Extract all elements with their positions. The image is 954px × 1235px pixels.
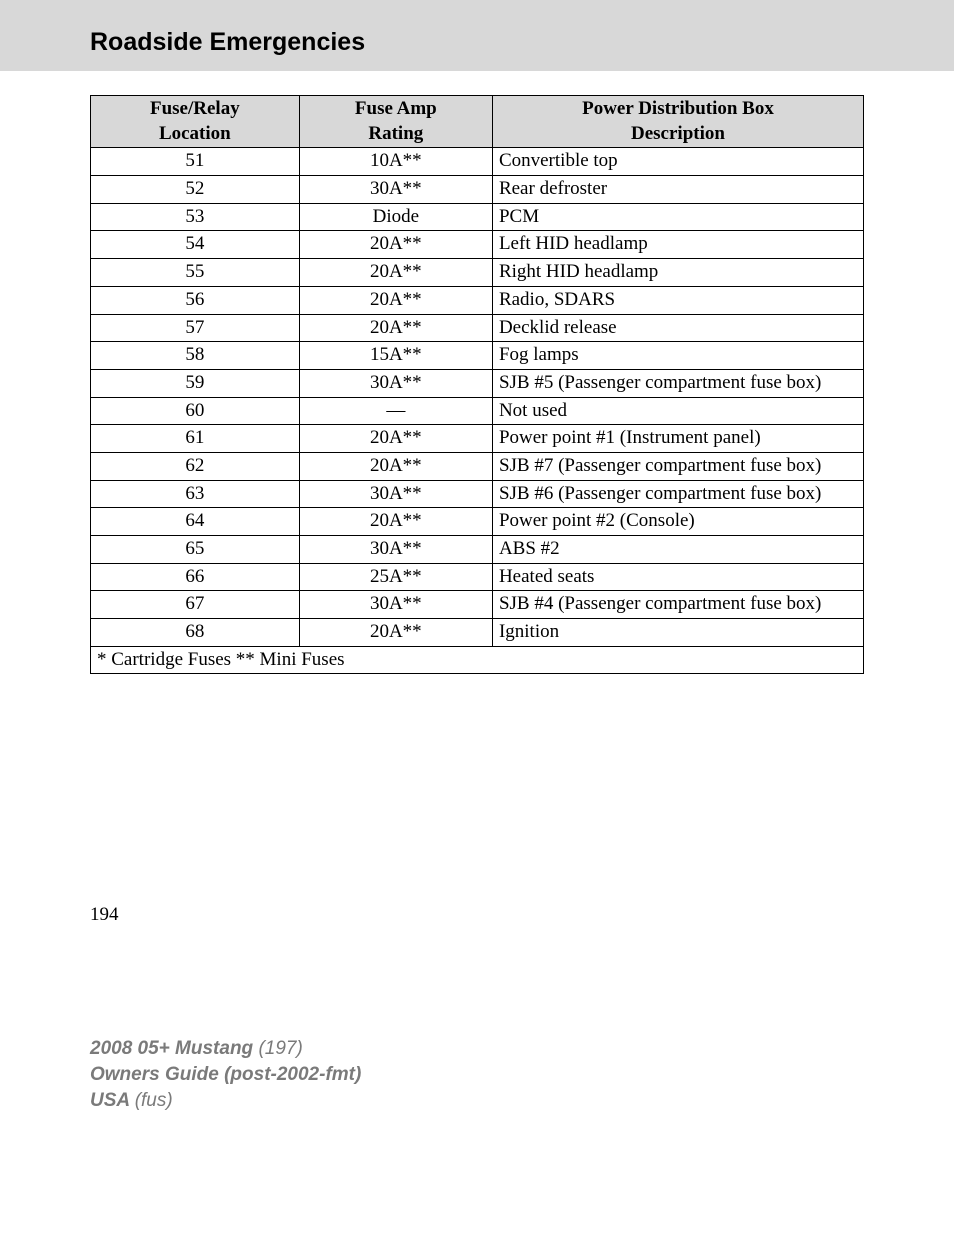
cell-amp: 30A** bbox=[299, 536, 492, 564]
cell-amp: 20A** bbox=[299, 286, 492, 314]
cell-location: 52 bbox=[91, 176, 300, 204]
col-header-line: Rating bbox=[368, 123, 423, 144]
cell-amp: 20A** bbox=[299, 452, 492, 480]
cell-location: 64 bbox=[91, 508, 300, 536]
cell-amp: — bbox=[299, 397, 492, 425]
cell-location: 58 bbox=[91, 342, 300, 370]
col-header-line: Location bbox=[159, 123, 231, 144]
table-header-row: Fuse/Relay Location Fuse Amp Rating Powe… bbox=[91, 96, 864, 148]
table-row: 5815A**Fog lamps bbox=[91, 342, 864, 370]
cell-amp: 15A** bbox=[299, 342, 492, 370]
cell-description: Power point #2 (Console) bbox=[492, 508, 863, 536]
table-row: 6820A**Ignition bbox=[91, 619, 864, 647]
table-footnote-row: * Cartridge Fuses ** Mini Fuses bbox=[91, 646, 864, 674]
cell-description: Radio, SDARS bbox=[492, 286, 863, 314]
cell-description: Heated seats bbox=[492, 563, 863, 591]
table-row: 5110A**Convertible top bbox=[91, 148, 864, 176]
cell-amp: 25A** bbox=[299, 563, 492, 591]
table-footnote: * Cartridge Fuses ** Mini Fuses bbox=[91, 646, 864, 674]
table-row: 6220A**SJB #7 (Passenger compartment fus… bbox=[91, 452, 864, 480]
table-row: 6120A**Power point #1 (Instrument panel) bbox=[91, 425, 864, 453]
table-row: 6625A**Heated seats bbox=[91, 563, 864, 591]
cell-description: Left HID headlamp bbox=[492, 231, 863, 259]
col-header-line: Power Distribution Box bbox=[582, 98, 774, 119]
cell-amp: 20A** bbox=[299, 231, 492, 259]
cell-amp: 30A** bbox=[299, 480, 492, 508]
cell-description: Not used bbox=[492, 397, 863, 425]
cell-location: 65 bbox=[91, 536, 300, 564]
cell-location: 67 bbox=[91, 591, 300, 619]
cell-location: 61 bbox=[91, 425, 300, 453]
col-header-amp: Fuse Amp Rating bbox=[299, 96, 492, 148]
cell-description: SJB #6 (Passenger compartment fuse box) bbox=[492, 480, 863, 508]
cell-location: 53 bbox=[91, 203, 300, 231]
page-number: 194 bbox=[90, 904, 864, 926]
table-row: 5930A**SJB #5 (Passenger compartment fus… bbox=[91, 369, 864, 397]
section-title: Roadside Emergencies bbox=[90, 28, 365, 56]
table-row: 6530A**ABS #2 bbox=[91, 536, 864, 564]
cell-amp: 20A** bbox=[299, 259, 492, 287]
cell-location: 51 bbox=[91, 148, 300, 176]
cell-description: SJB #5 (Passenger compartment fuse box) bbox=[492, 369, 863, 397]
cell-amp: 10A** bbox=[299, 148, 492, 176]
cell-location: 57 bbox=[91, 314, 300, 342]
table-row: 5230A**Rear defroster bbox=[91, 176, 864, 204]
section-header-bar: Roadside Emergencies bbox=[0, 0, 954, 71]
cell-location: 59 bbox=[91, 369, 300, 397]
table-row: 6730A**SJB #4 (Passenger compartment fus… bbox=[91, 591, 864, 619]
footer-model: 2008 05+ Mustang bbox=[90, 1038, 258, 1059]
cell-amp: 20A** bbox=[299, 508, 492, 536]
cell-description: PCM bbox=[492, 203, 863, 231]
cell-location: 54 bbox=[91, 231, 300, 259]
page-content: Fuse/Relay Location Fuse Amp Rating Powe… bbox=[0, 95, 954, 1113]
cell-description: Convertible top bbox=[492, 148, 863, 176]
fuse-table: Fuse/Relay Location Fuse Amp Rating Powe… bbox=[90, 95, 864, 674]
cell-location: 56 bbox=[91, 286, 300, 314]
col-header-line: Fuse Amp bbox=[355, 98, 437, 119]
cell-description: Rear defroster bbox=[492, 176, 863, 204]
col-header-desc: Power Distribution Box Description bbox=[492, 96, 863, 148]
table-row: 6330A**SJB #6 (Passenger compartment fus… bbox=[91, 480, 864, 508]
cell-amp: 20A** bbox=[299, 619, 492, 647]
cell-location: 55 bbox=[91, 259, 300, 287]
table-row: 6420A**Power point #2 (Console) bbox=[91, 508, 864, 536]
cell-location: 60 bbox=[91, 397, 300, 425]
col-header-line: Fuse/Relay bbox=[150, 98, 240, 119]
footer-line-3: USA (fus) bbox=[90, 1088, 864, 1114]
cell-amp: 30A** bbox=[299, 176, 492, 204]
cell-description: SJB #4 (Passenger compartment fuse box) bbox=[492, 591, 863, 619]
col-header-line: Description bbox=[631, 123, 725, 144]
table-row: 53DiodePCM bbox=[91, 203, 864, 231]
cell-description: ABS #2 bbox=[492, 536, 863, 564]
cell-description: Right HID headlamp bbox=[492, 259, 863, 287]
cell-amp: 30A** bbox=[299, 591, 492, 619]
cell-description: SJB #7 (Passenger compartment fuse box) bbox=[492, 452, 863, 480]
footer-region-code: (fus) bbox=[135, 1090, 173, 1111]
cell-amp: 20A** bbox=[299, 314, 492, 342]
cell-location: 63 bbox=[91, 480, 300, 508]
table-row: 5620A**Radio, SDARS bbox=[91, 286, 864, 314]
cell-amp: 30A** bbox=[299, 369, 492, 397]
table-row: 5420A**Left HID headlamp bbox=[91, 231, 864, 259]
col-header-location: Fuse/Relay Location bbox=[91, 96, 300, 148]
cell-description: Power point #1 (Instrument panel) bbox=[492, 425, 863, 453]
cell-amp: 20A** bbox=[299, 425, 492, 453]
footer-line-2: Owners Guide (post-2002-fmt) bbox=[90, 1062, 864, 1088]
table-row: 60—Not used bbox=[91, 397, 864, 425]
table-row: 5520A**Right HID headlamp bbox=[91, 259, 864, 287]
footer-line-1: 2008 05+ Mustang (197) bbox=[90, 1036, 864, 1062]
cell-description: Ignition bbox=[492, 619, 863, 647]
cell-description: Decklid release bbox=[492, 314, 863, 342]
cell-amp: Diode bbox=[299, 203, 492, 231]
table-row: 5720A**Decklid release bbox=[91, 314, 864, 342]
footer-region: USA bbox=[90, 1090, 135, 1111]
cell-location: 62 bbox=[91, 452, 300, 480]
cell-location: 66 bbox=[91, 563, 300, 591]
cell-description: Fog lamps bbox=[492, 342, 863, 370]
doc-footer: 2008 05+ Mustang (197) Owners Guide (pos… bbox=[90, 1036, 864, 1113]
footer-code: (197) bbox=[258, 1038, 302, 1059]
cell-location: 68 bbox=[91, 619, 300, 647]
